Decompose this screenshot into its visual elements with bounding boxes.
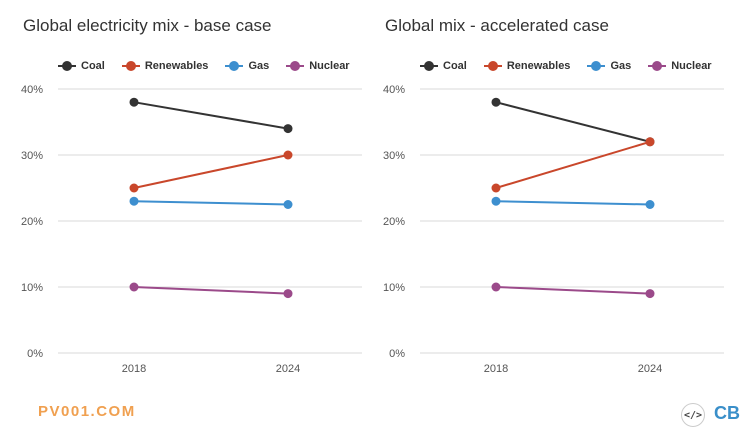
y-tick-label: 30%: [383, 150, 405, 162]
data-point-gas: [129, 196, 139, 206]
plot-area: 0% 10% 20% 30% 40% 2018 2024: [21, 84, 362, 375]
legend-swatch: [483, 61, 502, 71]
legend-swatch: [648, 61, 667, 71]
legend-label: Renewables: [144, 60, 209, 72]
data-point-nuclear: [283, 289, 293, 299]
y-tick-label: 0%: [27, 348, 43, 360]
data-point-nuclear: [491, 282, 501, 292]
series-line-renewables: [133, 154, 289, 189]
legend-label: Nuclear: [671, 60, 712, 72]
chart-title: Global electricity mix - base case: [23, 16, 272, 35]
legend-swatch: [225, 61, 244, 71]
legend-swatch: [587, 61, 606, 71]
series-line-coal: [133, 101, 289, 130]
data-point-renewables: [283, 150, 293, 160]
legend-item-renewables[interactable]: Renewables: [483, 60, 571, 72]
legend-label: Gas: [610, 60, 632, 72]
legend-swatch: [58, 61, 76, 71]
legend-label: Coal: [81, 60, 105, 72]
y-tick-label: 10%: [383, 282, 405, 294]
y-tick-label: 40%: [383, 84, 405, 96]
legend-label: Renewables: [506, 60, 571, 72]
x-tick-label: 2024: [276, 363, 300, 375]
data-point-nuclear: [645, 289, 655, 299]
data-point-renewables: [491, 183, 501, 193]
legend-item-gas[interactable]: Gas: [587, 60, 631, 72]
x-tick-label: 2018: [122, 363, 146, 375]
y-tick-label: 20%: [383, 216, 405, 228]
legend-item-coal[interactable]: Coal: [58, 60, 105, 72]
data-point-gas: [491, 196, 501, 206]
data-point-gas: [645, 200, 655, 209]
legend: Coal Renewables Gas Nuclear: [58, 60, 367, 72]
brand-watermark: PV001.COM: [38, 403, 136, 420]
series-line-renewables: [495, 140, 651, 189]
data-point-renewables: [645, 137, 655, 147]
y-tick-label: 30%: [21, 150, 43, 162]
chart-panel-accelerated: Global mix - accelerated case Coal Renewa…: [362, 0, 732, 395]
series-line-nuclear: [133, 286, 289, 295]
carbon-brief-logo[interactable]: CB: [714, 403, 740, 423]
legend-item-nuclear[interactable]: Nuclear: [648, 60, 712, 72]
series-line-nuclear: [495, 286, 651, 295]
y-tick-label: 10%: [21, 282, 43, 294]
data-point-nuclear: [129, 282, 139, 292]
data-point-renewables: [129, 183, 139, 193]
embed-code-icon[interactable]: </>: [681, 403, 705, 427]
plot-area: 0% 10% 20% 30% 40% 2018 2024: [383, 84, 724, 375]
legend-swatch: [420, 61, 438, 71]
y-tick-label: 40%: [21, 84, 43, 96]
data-point-coal: [491, 97, 501, 107]
data-point-coal: [283, 124, 293, 134]
legend-swatch: [286, 61, 305, 71]
legend-label: Gas: [248, 60, 270, 72]
series-line-gas: [495, 200, 651, 206]
series-line-coal: [495, 101, 651, 143]
series-line-gas: [133, 200, 289, 206]
legend-item-coal[interactable]: Coal: [420, 60, 467, 72]
data-point-gas: [283, 200, 293, 209]
x-tick-label: 2018: [484, 363, 508, 375]
y-tick-label: 0%: [389, 348, 405, 360]
legend-swatch: [121, 61, 140, 71]
y-tick-label: 20%: [21, 216, 43, 228]
legend-item-renewables[interactable]: Renewables: [121, 60, 209, 72]
data-point-coal: [129, 97, 139, 107]
legend-label: Nuclear: [309, 60, 350, 72]
legend: Coal Renewables Gas Nuclear: [420, 60, 729, 72]
x-tick-label: 2024: [638, 363, 662, 375]
chart-title: Global mix - accelerated case: [385, 16, 609, 35]
chart-panel-base: Global electricity mix - base case Coal R…: [0, 0, 370, 395]
legend-item-nuclear[interactable]: Nuclear: [286, 60, 350, 72]
legend-item-gas[interactable]: Gas: [225, 60, 269, 72]
legend-label: Coal: [443, 60, 467, 72]
